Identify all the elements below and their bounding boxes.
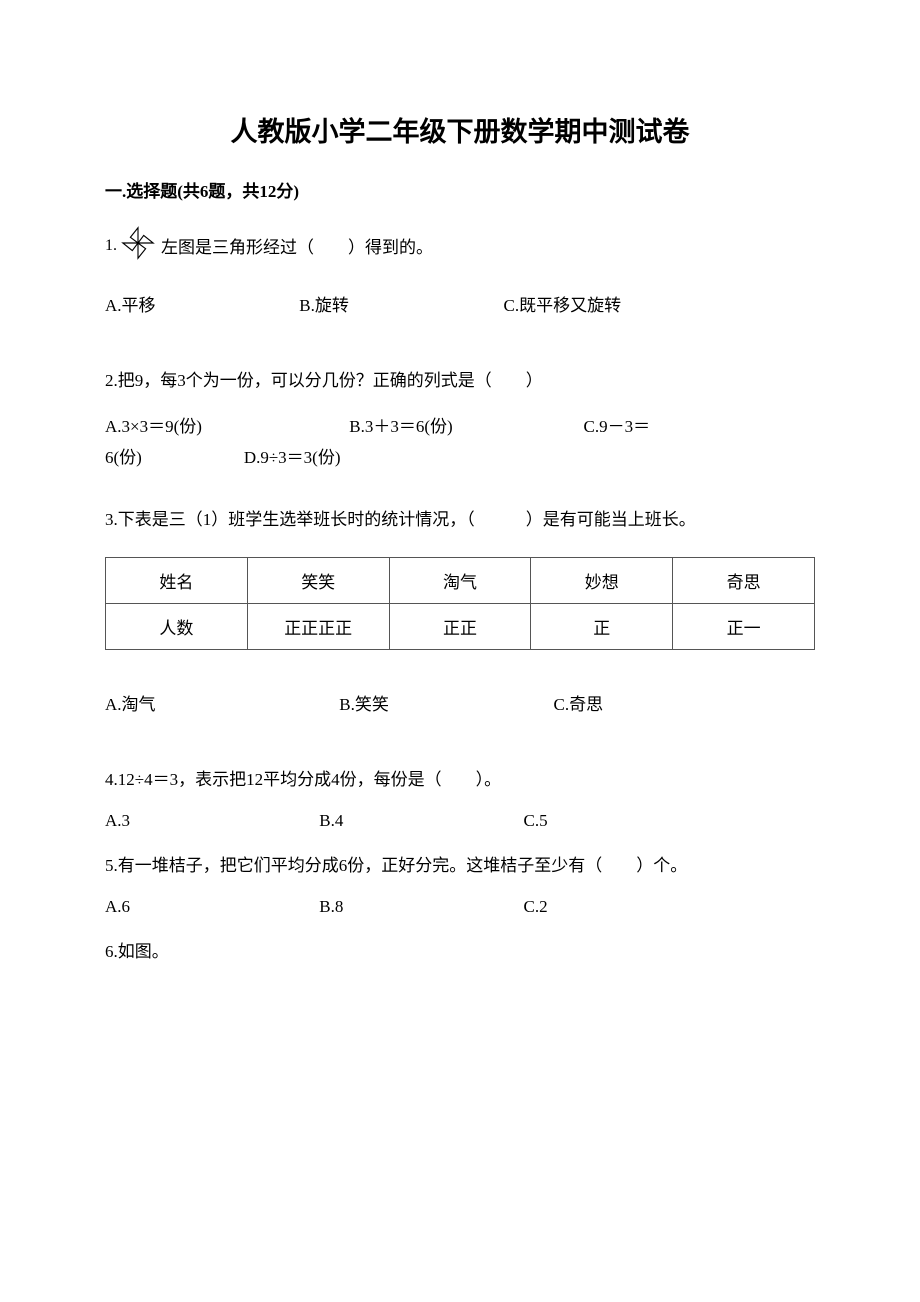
q3-opt-c: C.奇思 [554,695,604,714]
q2-text: 2.把9，每3个为一份，可以分几份？正确的列式是（ ） [105,364,815,398]
q5-opt-c: C.2 [524,897,548,916]
page-title: 人教版小学二年级下册数学期中测试卷 [105,110,815,149]
table-cell: 淘气 [389,558,531,604]
q3-opt-b: B.笑笑 [339,690,549,715]
table-cell: 正一 [673,604,815,650]
q4-options: A.3 B.4 C.5 [105,811,815,831]
question-6: 6.如图。 [105,935,815,969]
q2-opt-a: A.3×3＝9(份) [105,412,345,443]
table-cell: 奇思 [673,558,815,604]
table-cell: 正正 [389,604,531,650]
q6-text: 6.如图。 [105,935,815,969]
q5-opt-b: B.8 [319,897,519,917]
q5-opt-a: A.6 [105,897,315,917]
question-4: 4.12÷4＝3，表示把12平均分成4份，每份是（ ）。 [105,763,815,797]
q4-text: 4.12÷4＝3，表示把12平均分成4份，每份是（ ）。 [105,763,815,797]
question-3: 3.下表是三（1）班学生选举班长时的统计情况，（ ）是有可能当上班长。 [105,503,815,537]
q5-text: 5.有一堆桔子，把它们平均分成6份，正好分完。这堆桔子至少有（ ）个。 [105,849,815,883]
section-1-header: 一.选择题(共6题，共12分) [105,177,815,202]
q5-options: A.6 B.8 C.2 [105,897,815,917]
q2-opt-c-part1: C.9－3＝ [584,417,651,436]
q4-opt-a: A.3 [105,811,315,831]
q1-opt-c: C.既平移又旋转 [504,296,622,315]
table-cell: 人数 [106,604,248,650]
q2-options: A.3×3＝9(份) B.3＋3＝6(份) C.9－3＝ 6(份) D.9÷3＝… [105,412,815,473]
table-row: 人数 正正正正 正正 正 正一 [106,604,815,650]
table-cell: 笑笑 [247,558,389,604]
q3-options: A.淘气 B.笑笑 C.奇思 [105,690,815,715]
q4-opt-b: B.4 [319,811,519,831]
question-2: 2.把9，每3个为一份，可以分几份？正确的列式是（ ） [105,364,815,398]
table-cell: 正正正正 [247,604,389,650]
q2-opt-b: B.3＋3＝6(份) [349,412,579,443]
pinwheel-icon [119,224,157,267]
q3-text: 3.下表是三（1）班学生选举班长时的统计情况，（ ）是有可能当上班长。 [105,503,815,537]
q1-opt-a: A.平移 [105,291,295,316]
q1-opt-b: B.旋转 [299,291,499,316]
table-cell: 正 [531,604,673,650]
question-1: 1. 左图是三角形经过（ ）得到的。 [105,224,815,267]
q3-table: 姓名 笑笑 淘气 妙想 奇思 人数 正正正正 正正 正 正一 [105,557,815,650]
table-cell: 妙想 [531,558,673,604]
q1-prefix: 1. [105,237,117,255]
q1-text: 左图是三角形经过（ ）得到的。 [161,233,433,258]
q1-options: A.平移 B.旋转 C.既平移又旋转 [105,291,815,316]
table-cell: 姓名 [106,558,248,604]
question-5: 5.有一堆桔子，把它们平均分成6份，正好分完。这堆桔子至少有（ ）个。 [105,849,815,883]
q4-opt-c: C.5 [524,811,548,830]
table-row: 姓名 笑笑 淘气 妙想 奇思 [106,558,815,604]
q2-opt-line2: 6(份) D.9÷3＝3(份) [105,448,341,467]
q3-opt-a: A.淘气 [105,690,335,715]
exam-page: 人教版小学二年级下册数学期中测试卷 一.选择题(共6题，共12分) 1. 左图是… [0,0,920,1043]
